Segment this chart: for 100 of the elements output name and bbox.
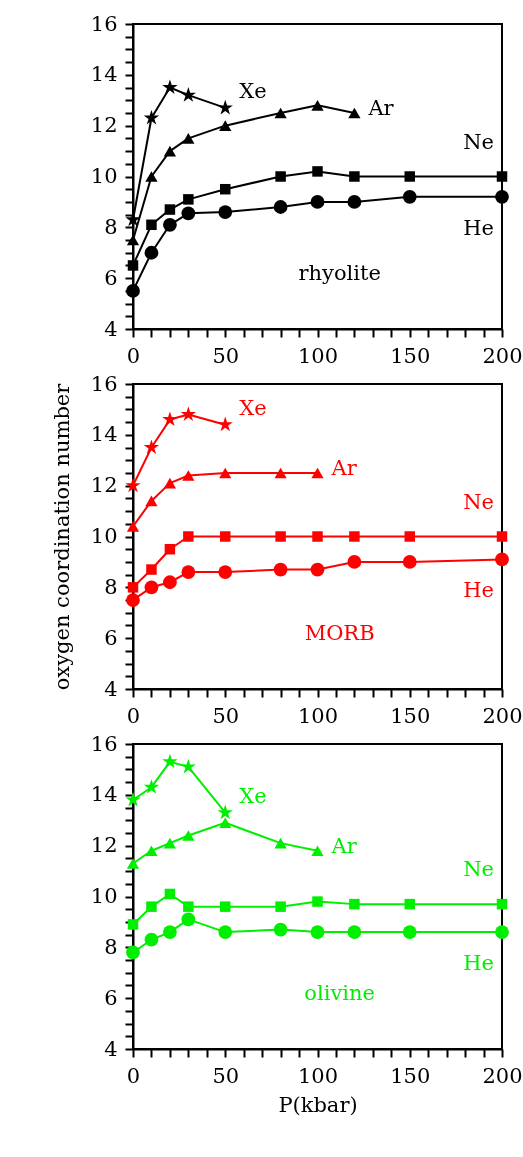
x-tick-label: 200 xyxy=(482,703,523,728)
point xyxy=(273,562,288,577)
point xyxy=(275,531,286,542)
annotation: olivine xyxy=(304,981,375,1006)
y-tick-label: 14 xyxy=(90,62,118,87)
point xyxy=(144,580,159,595)
point xyxy=(404,898,415,910)
y-tick-label: 16 xyxy=(90,371,118,396)
series-label: Ar xyxy=(330,455,358,480)
point xyxy=(348,107,361,119)
x-axis-title: P(kbar) xyxy=(278,1092,358,1117)
point xyxy=(146,564,157,575)
point xyxy=(404,171,415,182)
point xyxy=(183,901,194,912)
series-label: Ar xyxy=(330,833,358,858)
point xyxy=(218,925,233,939)
point xyxy=(164,888,176,900)
x-tick-label: 50 xyxy=(212,1063,240,1088)
annotation: MORB xyxy=(304,621,375,646)
point xyxy=(220,183,231,195)
y-tick-label: 12 xyxy=(90,113,118,138)
point xyxy=(402,925,417,939)
point xyxy=(312,896,323,907)
point xyxy=(218,565,233,579)
y-tick-label: 16 xyxy=(90,731,118,756)
point xyxy=(146,901,157,912)
point xyxy=(163,837,177,849)
point xyxy=(125,791,141,807)
point xyxy=(126,593,140,607)
point xyxy=(347,195,362,209)
x-tick-label: 150 xyxy=(390,343,431,368)
point xyxy=(404,531,415,542)
point xyxy=(163,217,177,232)
point xyxy=(310,925,325,939)
point xyxy=(164,543,176,555)
y-axis-title: oxygen coordination number xyxy=(49,382,74,691)
x-tick-label: 50 xyxy=(212,703,240,728)
series-label: Xe xyxy=(239,395,267,420)
series-label: He xyxy=(463,215,494,240)
point xyxy=(275,901,286,912)
point xyxy=(402,189,417,204)
point xyxy=(312,531,323,542)
series-label: Ne xyxy=(463,489,494,514)
point xyxy=(162,753,178,769)
point xyxy=(349,531,360,542)
annotation: rhyolite xyxy=(298,261,381,286)
point xyxy=(496,171,508,182)
point xyxy=(495,189,509,204)
point xyxy=(274,107,287,119)
y-tick-label: 8 xyxy=(104,574,118,599)
series-label: He xyxy=(463,578,494,603)
point xyxy=(496,531,508,542)
x-tick-label: 150 xyxy=(390,1063,431,1088)
point xyxy=(143,109,160,125)
point xyxy=(163,145,177,157)
x-tick-label: 0 xyxy=(126,343,141,368)
point xyxy=(144,245,159,260)
series-label: Ne xyxy=(463,857,494,882)
y-tick-label: 6 xyxy=(104,265,118,290)
x-tick-label: 100 xyxy=(297,1063,339,1088)
point xyxy=(219,817,232,829)
y-tick-label: 12 xyxy=(90,833,118,858)
point xyxy=(349,898,360,910)
point xyxy=(143,779,160,794)
point xyxy=(495,552,509,567)
point xyxy=(310,562,325,577)
point xyxy=(220,901,231,912)
y-tick-label: 8 xyxy=(104,214,118,239)
point xyxy=(127,582,139,593)
point xyxy=(274,837,287,849)
point xyxy=(126,521,140,532)
point xyxy=(347,555,362,569)
y-tick-label: 8 xyxy=(104,934,118,959)
point xyxy=(219,467,232,479)
series-label: Xe xyxy=(239,78,267,103)
point xyxy=(402,555,417,569)
point xyxy=(273,200,288,214)
point xyxy=(163,575,177,590)
x-tick-label: 100 xyxy=(297,703,339,728)
y-tick-label: 4 xyxy=(104,676,118,701)
point xyxy=(310,195,325,209)
point xyxy=(217,804,233,820)
point xyxy=(162,79,178,95)
x-tick-label: 200 xyxy=(482,1063,523,1088)
point xyxy=(218,205,233,219)
x-tick-label: 0 xyxy=(126,1063,141,1088)
point xyxy=(163,477,177,489)
point xyxy=(180,406,197,422)
y-tick-label: 6 xyxy=(104,985,118,1010)
point xyxy=(495,925,509,939)
point xyxy=(164,204,176,215)
point xyxy=(274,467,287,479)
point xyxy=(219,120,232,131)
y-tick-label: 14 xyxy=(90,422,118,447)
series-label: Ne xyxy=(463,129,494,154)
point xyxy=(311,100,324,111)
point xyxy=(125,477,141,493)
point xyxy=(182,830,195,841)
point xyxy=(220,531,231,542)
y-tick-label: 4 xyxy=(104,316,118,341)
